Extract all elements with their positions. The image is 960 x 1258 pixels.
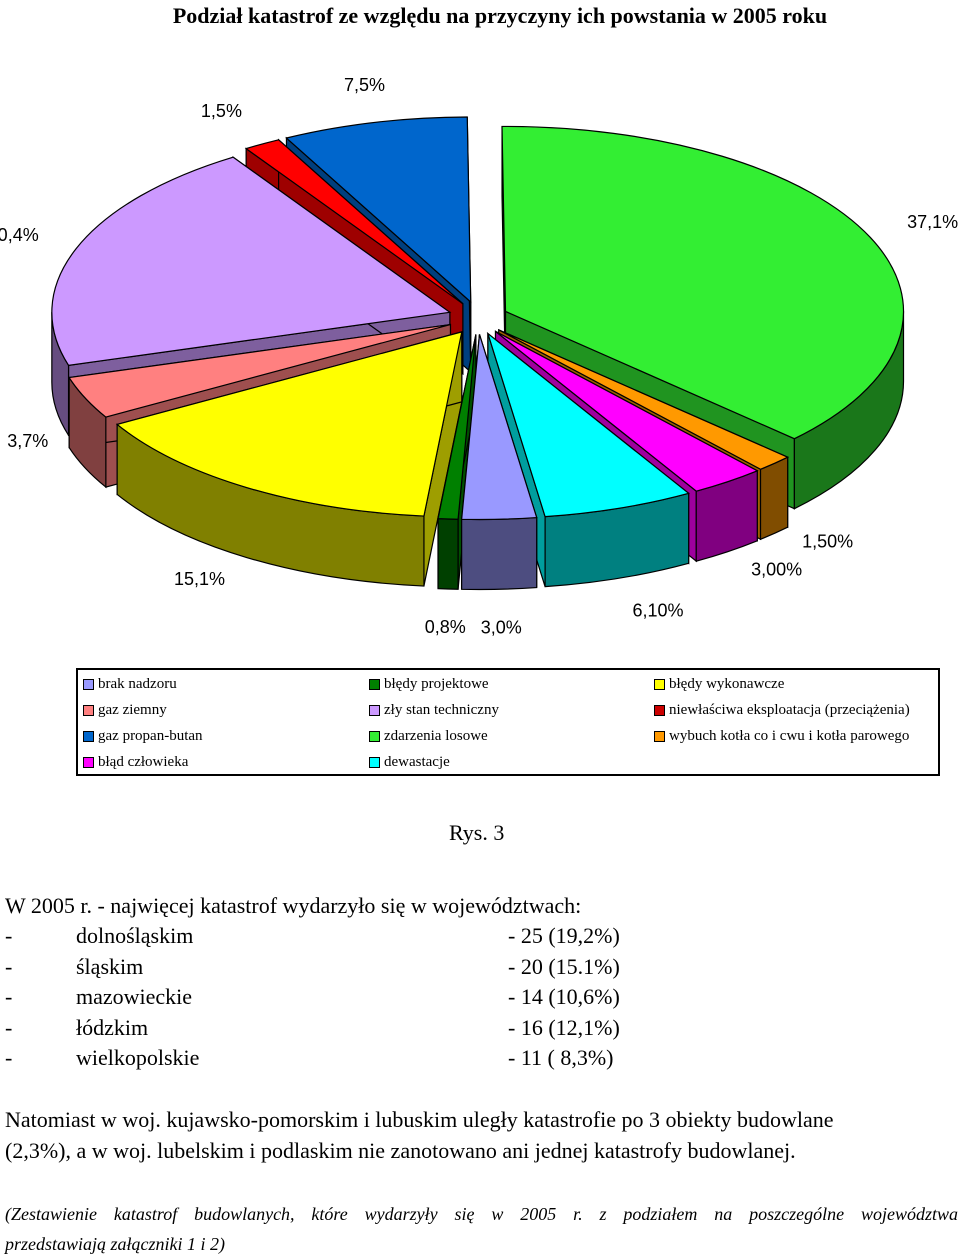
region-dash: - xyxy=(5,953,13,979)
slice-side-1-0 xyxy=(759,456,789,541)
region-dash: - xyxy=(5,1014,13,1040)
legend-item: brak nadzoru xyxy=(83,674,177,694)
legend-label: dewastacje xyxy=(384,753,450,770)
region-value: - 25 (19,2%) xyxy=(508,923,620,948)
legend-item: wybuch kotła co i cwu i kotła parowego xyxy=(654,726,909,746)
data-label: 0,8% xyxy=(425,617,466,637)
pie-slice-zły-stan-techniczny xyxy=(51,156,452,366)
pie-slice-dewastacje xyxy=(486,331,690,518)
legend-label: zdarzenia losowe xyxy=(384,727,488,744)
legend-item: zły stan techniczny xyxy=(369,700,499,720)
note-line-1: Natomiast w woj. kujawsko-pomorskim i lu… xyxy=(5,1107,834,1132)
legend-swatch xyxy=(369,756,380,768)
region-dash: - xyxy=(5,923,13,948)
region-dash: - xyxy=(5,1045,13,1070)
data-label: 20,4% xyxy=(0,225,39,245)
chart-legend: brak nadzoru błędy projektowe błędy wykona… xyxy=(76,668,940,776)
data-label: 15,1% xyxy=(174,569,225,589)
slice-side-4-0 xyxy=(461,516,538,591)
intro-paragraph: W 2005 r. - najwięcej katastrof wydarzył… xyxy=(5,893,582,918)
pie-slice-brak-nadzoru xyxy=(460,334,538,521)
pie-slice-niewłaściwa-eksploatacja-przeciążenia- xyxy=(244,139,464,305)
region-row: - wielkopolskie - 11 ( 8,3%) xyxy=(5,1043,705,1073)
region-value: - 11 ( 8,3%) xyxy=(508,1045,614,1070)
legend-swatch xyxy=(83,678,94,690)
pie-chart: 37,1% 1,50%3,00% 6,10% 3,0% 0,8% 15,1% 3,7% 20,… xyxy=(0,75,958,638)
data-label: 7,5% xyxy=(344,75,385,95)
legend-swatch xyxy=(369,730,380,742)
slice-side-5-0 xyxy=(437,517,459,590)
legend-label: błędy wykonawcze xyxy=(669,675,785,692)
pie-slice-błędy-wykonawcze xyxy=(115,331,463,517)
region-dash: - xyxy=(5,984,13,1009)
region-name: śląskim xyxy=(76,953,144,979)
legend-swatch xyxy=(654,730,665,742)
legend-item: gaz propan-butan xyxy=(83,726,203,746)
legend-label: wybuch kotła co i cwu i kotła parowego xyxy=(669,727,910,744)
legend-item: gaz ziemny xyxy=(83,700,167,720)
legend-label: niewłaściwa eksploatacja (przeciążenia) xyxy=(669,701,910,718)
region-name: wielkopolskie xyxy=(76,1045,200,1070)
region-row: - dolnośląskim - 25 (19,2%) xyxy=(5,921,705,951)
pie-slice-gaz-ziemny xyxy=(68,323,451,418)
data-label: 3,0% xyxy=(481,618,522,638)
legend-swatch xyxy=(83,756,94,768)
legend-label: gaz propan-butan xyxy=(98,727,203,744)
legend-item: błędy projektowe xyxy=(369,674,489,694)
data-label: 37,1% xyxy=(907,212,958,232)
legend-swatch xyxy=(369,678,380,690)
region-row: - śląskim - 20 (15.1%) xyxy=(5,952,705,982)
footnote-line-1: (Zestawienie katastrof budowlanych, któr… xyxy=(5,1204,958,1224)
note-line-2: (2,3%), a w woj. lubelskim i podlaskim n… xyxy=(5,1138,796,1163)
pie-slice-błąd-człowieka xyxy=(495,330,759,492)
region-value: - 14 (10,6%) xyxy=(508,984,620,1009)
data-label: 1,5% xyxy=(201,101,242,121)
legend-swatch xyxy=(83,704,94,716)
pie-slice-błędy-projektowe xyxy=(437,334,477,520)
footnote-line-2: przedstawiają załączniki 1 i 2) xyxy=(5,1234,225,1254)
legend-label: brak nadzoru xyxy=(98,675,177,692)
region-value: - 20 (15.1%) xyxy=(508,953,620,979)
legend-item: dewastacje xyxy=(369,752,450,772)
legend-item: zdarzenia losowe xyxy=(369,726,488,746)
legend-swatch xyxy=(654,704,665,716)
pie-slice-gaz-propan-butan xyxy=(285,116,472,304)
legend-item: niewłaściwa eksploatacja (przeciążenia) xyxy=(654,700,910,720)
region-name: łódzkim xyxy=(76,1014,149,1040)
legend-label: błędy projektowe xyxy=(384,675,489,692)
region-name: dolnośląskim xyxy=(76,923,194,948)
figure-caption: Rys. 3 xyxy=(449,820,505,845)
legend-label: zły stan techniczny xyxy=(384,701,499,718)
pie-slice-zdarzenia-losowe xyxy=(501,125,905,440)
legend-item: błędy wykonawcze xyxy=(654,674,784,694)
chart-title: Podział katastrof ze względu na przyczyn… xyxy=(172,3,828,28)
data-label: 3,7% xyxy=(7,431,48,451)
legend-label: błąd człowieka xyxy=(98,753,189,770)
region-row: - łódzkim - 16 (12,1%) xyxy=(5,1013,705,1043)
data-label: 3,00% xyxy=(751,560,802,580)
region-name: mazowieckie xyxy=(76,984,193,1009)
legend-item: błąd człowieka xyxy=(83,752,188,772)
pie-slice-wybuch-kotła-co-i-cwu-i-kotła-parowego xyxy=(498,329,790,470)
data-label: 1,50% xyxy=(802,532,853,552)
region-value: - 16 (12,1%) xyxy=(508,1014,620,1040)
region-row: - mazowieckie - 14 (10,6%) xyxy=(5,982,705,1012)
legend-swatch xyxy=(369,704,380,716)
legend-label: gaz ziemny xyxy=(98,701,167,718)
legend-swatch xyxy=(83,730,94,742)
legend-swatch xyxy=(654,678,665,690)
data-label: 6,10% xyxy=(632,601,683,621)
